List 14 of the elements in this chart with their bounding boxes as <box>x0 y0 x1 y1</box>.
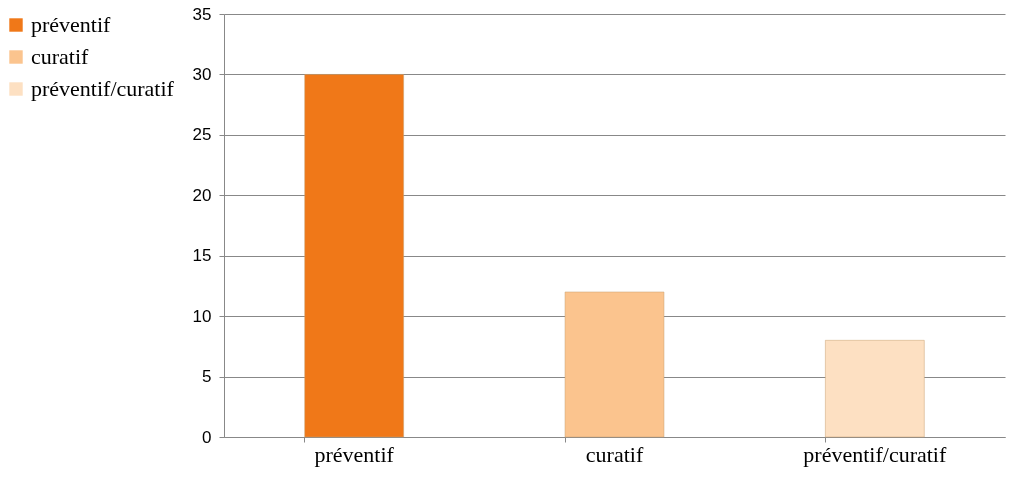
y-tick-label: 10 <box>192 306 212 326</box>
y-tick-label: 15 <box>192 246 212 266</box>
y-tick-label: 0 <box>202 427 212 447</box>
y-tick-label: 30 <box>192 64 212 84</box>
y-tick-label: 5 <box>202 367 212 387</box>
y-tick-label: 35 <box>192 4 212 24</box>
y-tick-label: 20 <box>192 185 212 205</box>
legend-label: préventif/curatif <box>31 76 175 101</box>
x-tick-label: préventif/curatif <box>803 441 947 467</box>
legend-label: curatif <box>31 44 90 69</box>
y-tick-label: 25 <box>192 125 212 145</box>
x-tick-label: curatif <box>585 441 644 467</box>
legend-label: préventif <box>31 12 112 37</box>
x-tick-label: préventif <box>314 441 395 467</box>
